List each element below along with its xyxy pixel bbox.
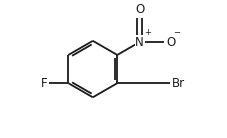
Text: +: + [144,28,151,37]
Text: O: O [134,3,144,16]
Text: N: N [135,35,143,49]
Text: F: F [40,77,47,90]
Text: Br: Br [172,77,185,90]
Text: −: − [172,28,179,37]
Text: O: O [165,35,175,49]
